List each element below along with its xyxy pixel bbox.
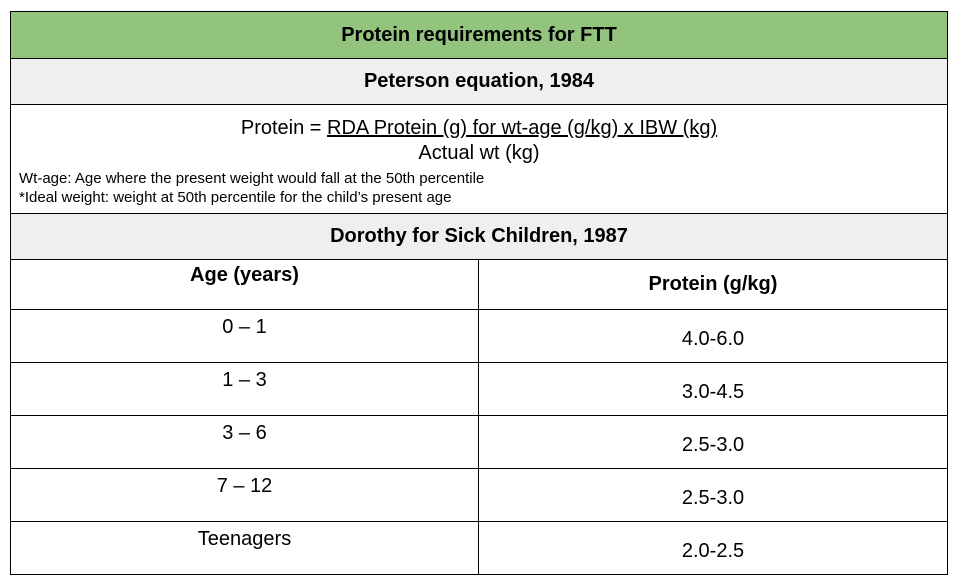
formula-numerator: RDA Protein (g) for wt-age (g/kg) x IBW … [327, 117, 718, 139]
formula-denominator: Actual wt (kg) [418, 142, 540, 164]
age-cell: 0 – 1 [10, 309, 479, 363]
protein-cell: 2.5-3.0 [478, 415, 948, 469]
table-row: 0 – 1 4.0-6.0 [10, 309, 948, 363]
peterson-heading-row: Peterson equation, 1984 [10, 58, 948, 105]
formula-numerator-line: Protein = RDA Protein (g) for wt-age (g/… [11, 116, 947, 141]
dorothy-heading: Dorothy for Sick Children, 1987 [10, 213, 948, 260]
protein-cell: 3.0-4.5 [478, 362, 948, 416]
peterson-notes: Wt-age: Age where the present weight wou… [19, 169, 947, 207]
protein-requirements-table-container: Protein requirements for FTT Peterson eq… [10, 11, 948, 575]
peterson-formula-cell: Protein = RDA Protein (g) for wt-age (g/… [10, 104, 948, 214]
age-cell: 7 – 12 [10, 468, 479, 522]
table-title: Protein requirements for FTT [10, 11, 948, 59]
protein-cell: 2.5-3.0 [478, 468, 948, 522]
dorothy-heading-row: Dorothy for Sick Children, 1987 [10, 213, 948, 260]
note-ideal-weight: *Ideal weight: weight at 50th percentile… [19, 189, 452, 206]
protein-requirements-table: Protein requirements for FTT Peterson eq… [10, 11, 948, 575]
table-row: Teenagers 2.0-2.5 [10, 521, 948, 575]
age-cell: 3 – 6 [10, 415, 479, 469]
title-row: Protein requirements for FTT [10, 11, 948, 59]
protein-cell: 2.0-2.5 [478, 521, 948, 575]
column-header-row: Age (years) Protein (g/kg) [10, 259, 948, 310]
age-cell: 1 – 3 [10, 362, 479, 416]
note-wt-age: Wt-age: Age where the present weight wou… [19, 170, 485, 187]
peterson-formula-row: Protein = RDA Protein (g) for wt-age (g/… [10, 104, 948, 214]
age-cell: Teenagers [10, 521, 479, 575]
column-header-age: Age (years) [10, 259, 479, 310]
formula-prefix: Protein = [240, 117, 328, 139]
peterson-heading: Peterson equation, 1984 [10, 58, 948, 105]
table-row: 1 – 3 3.0-4.5 [10, 362, 948, 416]
peterson-formula: Protein = RDA Protein (g) for wt-age (g/… [11, 116, 947, 166]
column-header-protein: Protein (g/kg) [478, 259, 948, 310]
table-row: 7 – 12 2.5-3.0 [10, 468, 948, 522]
table-row: 3 – 6 2.5-3.0 [10, 415, 948, 469]
protein-cell: 4.0-6.0 [478, 309, 948, 363]
